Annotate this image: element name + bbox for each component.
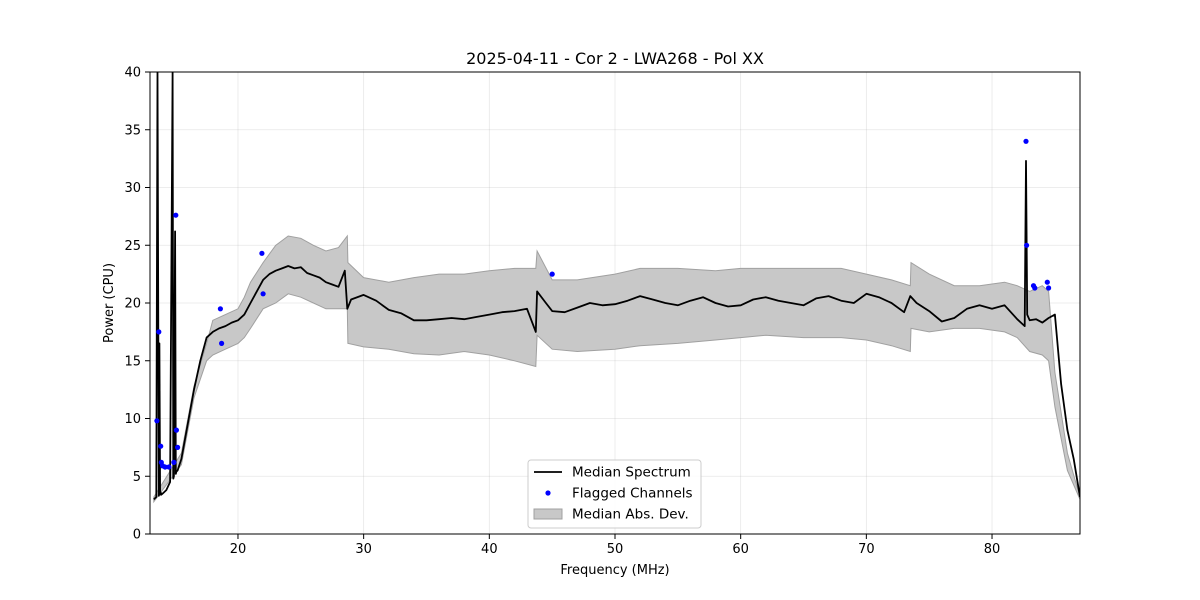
y-tick-label: 40 [124, 66, 141, 81]
flagged-point [1032, 285, 1038, 291]
y-tick-label: 15 [124, 354, 141, 369]
plot-area [153, 72, 1080, 504]
y-tick-label: 25 [124, 239, 141, 254]
legend-band-swatch [533, 508, 563, 520]
flagged-point [219, 340, 225, 346]
x-tick-label: 20 [230, 542, 247, 557]
y-axis-label: Power (CPU) [102, 263, 117, 343]
flagged-point [162, 464, 168, 470]
flagged-point [173, 427, 179, 433]
legend-point-swatch [545, 490, 551, 496]
legend-entry: Median Spectrum [572, 465, 691, 481]
flagged-point [260, 291, 266, 297]
flagged-point [154, 418, 160, 424]
x-tick-label: 80 [984, 542, 1001, 557]
x-tick-label: 30 [355, 542, 372, 557]
x-tick-label: 40 [481, 542, 498, 557]
flagged-point [175, 444, 181, 450]
flagged-point [1046, 285, 1052, 291]
x-axis-ticks: 20 30 40 50 60 70 80 [230, 534, 1001, 557]
x-tick-label: 60 [732, 542, 749, 557]
y-tick-label: 10 [124, 412, 141, 427]
flagged-point [1023, 138, 1029, 144]
x-tick-label: 50 [607, 542, 624, 557]
legend-box [527, 459, 702, 529]
flagged-point [1044, 279, 1050, 285]
y-tick-label: 0 [133, 528, 141, 543]
y-tick-label: 20 [124, 297, 141, 312]
flagged-point [156, 329, 162, 335]
flagged-point [166, 464, 172, 470]
y-tick-label: 5 [133, 470, 141, 485]
flagged-point [173, 212, 179, 218]
flagged-point [171, 459, 177, 465]
median-spectrum-line [153, 72, 1080, 501]
legend-entry: Flagged Channels [572, 486, 693, 502]
flagged-point [549, 271, 555, 277]
flagged-point [217, 306, 223, 312]
chart-title: 2025-04-11 - Cor 2 - LWA268 - Pol XX [466, 49, 764, 68]
legend-entry: Median Abs. Dev. [572, 507, 689, 523]
flagged-point [158, 443, 164, 449]
flagged-point [259, 250, 265, 256]
y-tick-label: 35 [124, 123, 141, 138]
y-axis-ticks: 0 5 10 15 20 25 30 35 40 [124, 66, 150, 543]
x-tick-label: 70 [858, 542, 875, 557]
flagged-point [1024, 242, 1030, 248]
y-tick-label: 30 [124, 181, 141, 196]
legend: Median Spectrum Flagged Channels Median Ab… [527, 459, 702, 529]
x-axis-label: Frequency (MHz) [560, 563, 669, 578]
